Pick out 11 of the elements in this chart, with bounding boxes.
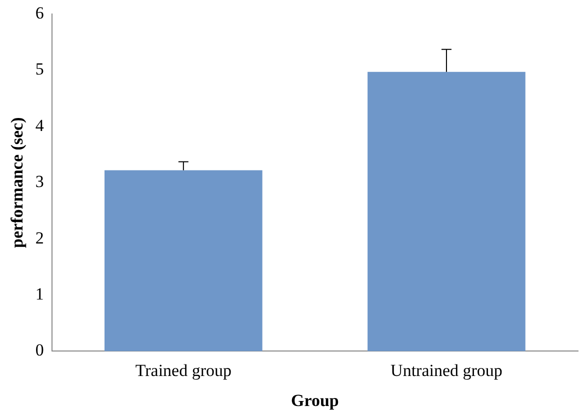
y-tick-label: 3 (35, 172, 44, 192)
y-tick-label: 5 (35, 60, 44, 79)
y-tick-label: 0 (35, 340, 44, 360)
y-tick-label: 4 (35, 116, 44, 135)
x-axis-title: Group (291, 391, 339, 410)
x-tick-label: Trained group (135, 360, 232, 380)
y-tick-label: 6 (35, 3, 44, 22)
y-tick-label: 2 (35, 228, 44, 248)
x-tick-label: Untrained group (390, 360, 502, 380)
y-axis-title: performance (sec) (8, 117, 27, 248)
y-tick-label: 1 (35, 284, 44, 304)
